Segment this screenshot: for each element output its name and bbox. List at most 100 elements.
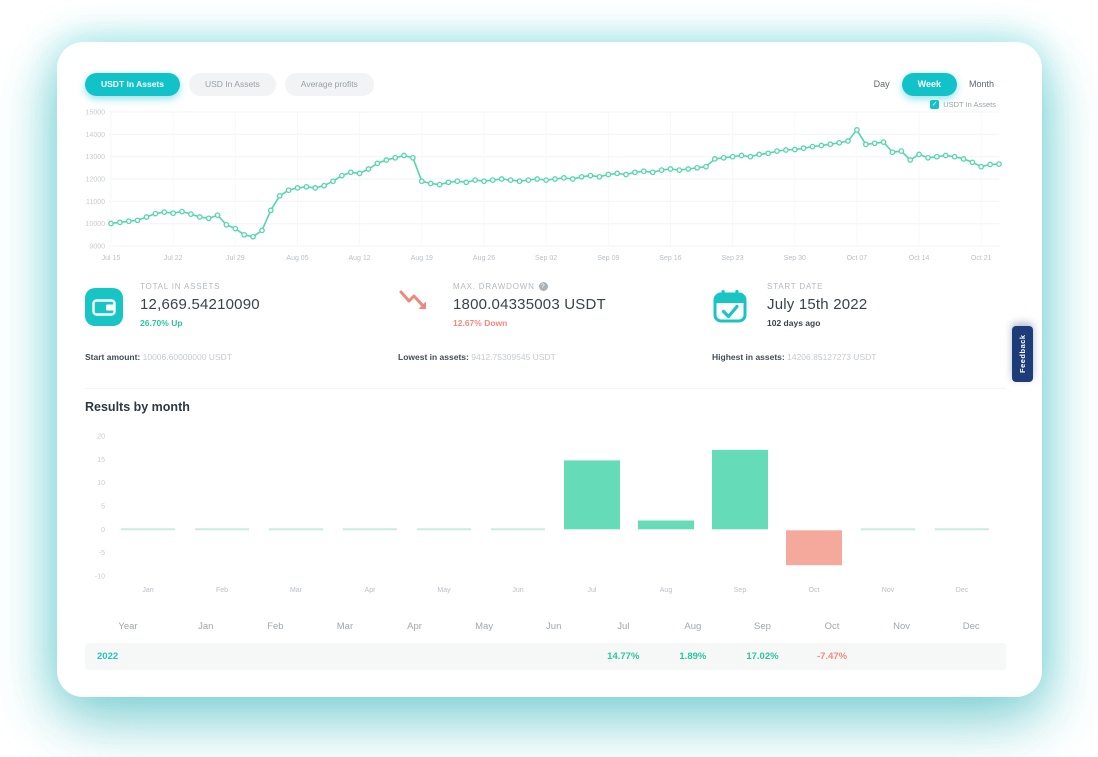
legend-label: USDT In Assets	[943, 100, 996, 109]
svg-text:Aug 05: Aug 05	[286, 255, 308, 262]
table-header-cell: Year	[118, 620, 138, 632]
monthly-results-bar-chart[interactable]: 20 15 10 5 0 -5 -10 Jan Feb Mar Apr May Jun Jul Aug Sep…	[85, 426, 1007, 596]
table-header-cell: Feb	[267, 620, 284, 632]
feedback-button[interactable]: Feedback	[1012, 326, 1033, 382]
svg-text:Oct: Oct	[809, 587, 820, 594]
svg-text:Jul 29: Jul 29	[226, 255, 245, 262]
calendar-check-icon	[712, 282, 750, 328]
table-header-cell: May	[475, 620, 494, 632]
table-header-cell: Nov	[893, 620, 911, 632]
footnote-value: 9412.75309545 USDT	[471, 352, 556, 362]
total-in-assets-value: 12,669.54210090	[140, 296, 260, 313]
svg-text:15: 15	[97, 457, 105, 464]
svg-text:Nov: Nov	[882, 587, 895, 594]
svg-text:Dec: Dec	[956, 587, 969, 594]
start-date-value: July 15th 2022	[767, 296, 868, 313]
svg-text:20: 20	[97, 434, 105, 441]
svg-text:14000: 14000	[86, 132, 106, 139]
svg-text:10000: 10000	[86, 221, 106, 228]
table-header-cell: Apr	[407, 620, 422, 632]
svg-text:0: 0	[101, 527, 105, 534]
footnote-value: 10006.60000000 USDT	[142, 352, 232, 362]
stat-total-in-assets: TOTAL IN ASSETS 12,669.54210090 26.70% U…	[85, 282, 260, 328]
svg-text:15000: 15000	[86, 110, 106, 117]
table-header-cell: Mar	[336, 620, 354, 632]
svg-text:9000: 9000	[89, 244, 105, 251]
svg-text:Sep 09: Sep 09	[597, 255, 619, 262]
footnote-label: Start amount:	[85, 352, 141, 362]
svg-text:May: May	[437, 587, 451, 594]
footnotes-row: Start amount: 10006.60000000 USDT Lowest…	[85, 352, 1005, 366]
results-table: Year Jan Feb Mar Apr May Jun Jul Aug Sep Oct Nov Dec…	[85, 614, 1006, 670]
tab-usdt-in-assets[interactable]: USDT In Assets	[85, 72, 180, 96]
svg-text:10: 10	[97, 480, 105, 487]
assets-line-chart[interactable]: 15000 14000 13000 12000 11000 10000 9000 Jul 15…	[85, 106, 1007, 264]
dashboard-card: USDT In Assets USD In Assets Average pro…	[57, 42, 1042, 697]
table-header-cell: Aug	[684, 620, 702, 632]
table-header-cell: Oct	[824, 620, 840, 632]
tab-average-profits[interactable]: Average profits	[284, 72, 374, 96]
table-header-cell: Dec	[962, 620, 980, 632]
svg-text:Sep 23: Sep 23	[722, 255, 744, 262]
toggle-month[interactable]: Month	[968, 79, 994, 89]
svg-text:Oct 14: Oct 14	[909, 255, 930, 262]
footnote-label: Lowest in assets:	[398, 352, 469, 362]
svg-text:Sep: Sep	[734, 587, 747, 594]
lowest-in-assets-footnote: Lowest in assets: 9412.75309545 USDT	[398, 352, 556, 362]
svg-text:12000: 12000	[86, 177, 106, 184]
svg-text:Aug 19: Aug 19	[411, 255, 433, 262]
info-icon[interactable]: ?	[538, 282, 548, 291]
total-change: 26.70% Up	[140, 318, 183, 328]
svg-text:5: 5	[101, 504, 105, 511]
footnote-label: Highest in assets:	[712, 352, 785, 362]
svg-text:-10: -10	[95, 574, 105, 581]
chart-legend: ✓ USDT In Assets	[930, 100, 996, 109]
table-header-cell: Jun	[546, 620, 562, 632]
svg-text:13000: 13000	[86, 154, 106, 161]
svg-text:Oct 07: Oct 07	[847, 255, 868, 262]
svg-text:-5: -5	[99, 550, 105, 557]
drawdown-change: 12.67% Down	[453, 318, 508, 328]
stats-row: TOTAL IN ASSETS 12,669.54210090 26.70% U…	[85, 282, 1006, 344]
svg-text:Sep 30: Sep 30	[784, 255, 806, 262]
svg-text:Oct 21: Oct 21	[971, 255, 992, 262]
table-header-cell: Jul	[617, 620, 630, 632]
stat-start-date: START DATE July 15th 2022 102 days ago	[712, 282, 867, 328]
topbar: USDT In Assets USD In Assets Average pro…	[85, 72, 1006, 96]
results-table-header: Year Jan Feb Mar Apr May Jun Jul Aug Sep Oct Nov Dec	[85, 614, 1006, 638]
svg-text:Jul: Jul	[588, 587, 597, 594]
results-by-month-title: Results by month	[85, 400, 190, 414]
stat-label: START DATE	[767, 282, 824, 291]
svg-text:Jun: Jun	[512, 587, 523, 594]
svg-text:Aug: Aug	[660, 587, 673, 594]
tab-usd-in-assets[interactable]: USD In Assets	[188, 72, 276, 96]
table-value-cell: 17.02%	[746, 651, 779, 662]
results-table-row[interactable]: 2022 14.77% 1.89% 17.02% -7.47%	[85, 643, 1006, 670]
legend-checkbox-icon[interactable]: ✓	[930, 100, 940, 109]
svg-text:Aug 26: Aug 26	[473, 255, 495, 262]
toggle-day[interactable]: Day	[873, 79, 890, 89]
stat-label: TOTAL IN ASSETS	[140, 282, 221, 291]
svg-text:11000: 11000	[86, 199, 105, 206]
svg-text:Mar: Mar	[290, 587, 303, 594]
max-drawdown-value: 1800.04335003 USDT	[453, 296, 606, 313]
svg-text:Jul 15: Jul 15	[102, 255, 121, 262]
period-toggle: Day Week Month	[862, 72, 1006, 96]
table-value-cell: -7.47%	[816, 651, 848, 662]
table-header-cell: Jan	[198, 620, 214, 632]
svg-text:Jul 22: Jul 22	[164, 255, 183, 262]
max-drawdown-label: MAX. DRAWDOWN	[453, 282, 535, 291]
svg-text:Sep 02: Sep 02	[535, 255, 557, 262]
start-amount-footnote: Start amount: 10006.60000000 USDT	[85, 352, 232, 362]
svg-text:Apr: Apr	[365, 587, 377, 594]
footnote-value: 14206.85127273 USDT	[787, 352, 877, 362]
stat-label: MAX. DRAWDOWN ?	[453, 282, 606, 291]
highest-in-assets-footnote: Highest in assets: 14206.85127273 USDT	[712, 352, 876, 362]
stat-max-drawdown: MAX. DRAWDOWN ? 1800.04335003 USDT 12.67…	[398, 282, 606, 328]
svg-text:Sep 16: Sep 16	[659, 255, 681, 262]
divider	[85, 388, 1006, 389]
svg-text:Feb: Feb	[216, 587, 228, 594]
svg-text:Jan: Jan	[142, 587, 153, 594]
toggle-week[interactable]: Week	[901, 72, 957, 96]
